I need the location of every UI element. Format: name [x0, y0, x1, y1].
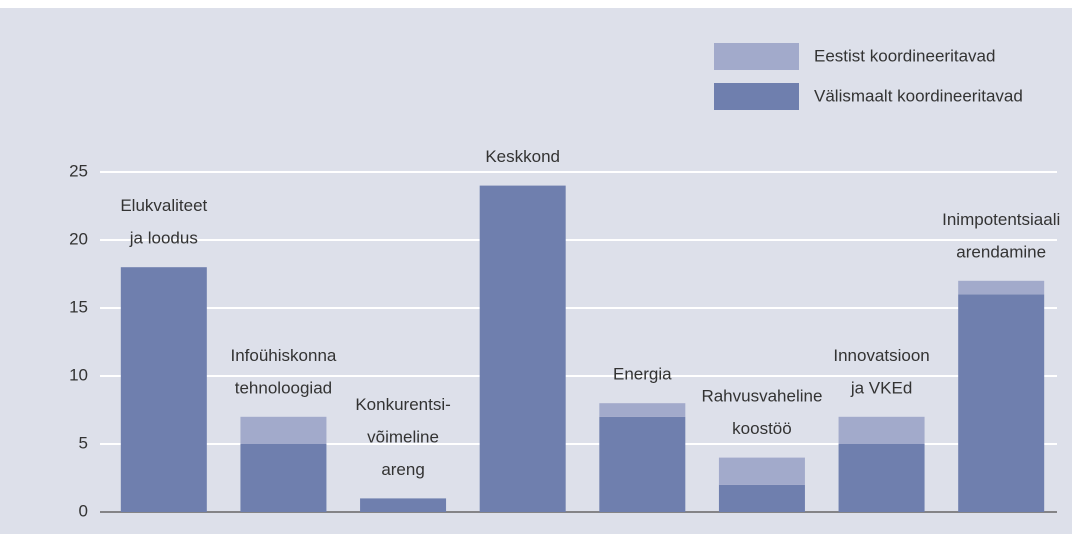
y-tick-label: 5 [79, 433, 88, 452]
y-tick-label: 25 [69, 161, 88, 180]
bar-segment [838, 444, 925, 512]
bar-segment [958, 294, 1045, 512]
category-label: koostöö [732, 419, 792, 438]
y-tick-label: 10 [69, 365, 88, 384]
legend-swatch [714, 83, 799, 110]
bar-segment [958, 280, 1045, 295]
category-label: ja VKEd [850, 378, 912, 397]
legend-label: Välismaalt koordineeritavad [814, 86, 1023, 105]
category-label: areng [381, 460, 424, 479]
bar-segment [599, 416, 686, 512]
category-label: Rahvusvaheline [701, 387, 822, 406]
category-label: Konkurentsi- [355, 395, 450, 414]
legend-label: Eestist koordineeritavad [814, 46, 995, 65]
bar-segment [120, 267, 207, 512]
bar-segment [599, 403, 686, 417]
y-tick-label: 0 [79, 501, 88, 520]
category-label: arendamine [956, 242, 1046, 261]
bar-segment [718, 457, 805, 485]
legend-swatch [714, 43, 799, 70]
y-tick-label: 20 [69, 229, 88, 248]
bar-segment [240, 416, 327, 444]
category-label: Inimpotentsiaali [942, 210, 1060, 229]
category-label: Innovatsioon [833, 346, 929, 365]
bar-segment [479, 185, 566, 512]
bar-segment [240, 444, 327, 512]
category-label: Keskkond [485, 147, 560, 166]
category-label: ja loodus [129, 229, 198, 248]
category-label: Energia [613, 365, 672, 384]
bar-segment [838, 416, 925, 444]
y-tick-label: 15 [69, 297, 88, 316]
category-label: tehnoloogiad [235, 378, 332, 397]
bar-segment [718, 484, 805, 512]
category-label: võimeline [367, 427, 439, 446]
category-label: Elukvaliteet [120, 196, 207, 215]
bar-segment [360, 498, 447, 512]
category-label: Infoühiskonna [231, 346, 337, 365]
